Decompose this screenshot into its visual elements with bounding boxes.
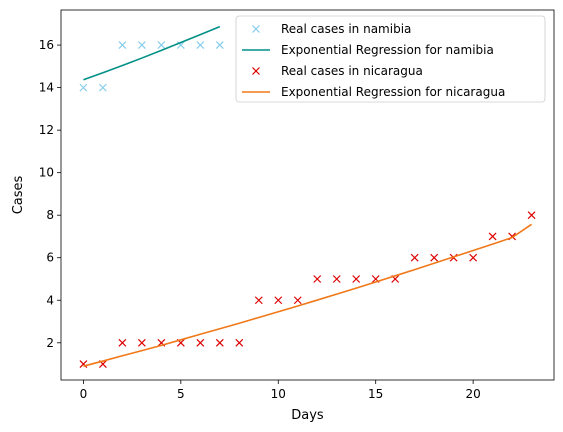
x-tick-label-1: 5 <box>177 387 185 401</box>
y-tick-label-0: 2 <box>46 336 54 350</box>
series-0-point-6-stroke-b <box>196 41 205 50</box>
series-2-point-3-stroke-b <box>137 338 146 347</box>
series-0-point-4-stroke-b <box>157 41 166 50</box>
y-tick-label-6: 14 <box>39 81 54 95</box>
series-2-point-20 <box>469 253 478 262</box>
legend-label-3: Exponential Regression for nicaragua <box>281 85 505 99</box>
series-3-line <box>83 223 533 367</box>
legend-swatch-2 <box>252 67 260 75</box>
chart-axes: 0 5 10 15 20 2 4 6 8 10 12 14 16 <box>39 38 481 401</box>
legend-swatch-2-stroke-b <box>252 67 260 75</box>
legend-box <box>235 15 546 103</box>
series-2-point-17 <box>410 253 419 262</box>
y-tick-label-3: 8 <box>46 208 54 222</box>
x-tick-label-4: 20 <box>465 387 480 401</box>
y-tick-label-4: 10 <box>39 166 54 180</box>
series-2-point-12-stroke-b <box>313 275 322 283</box>
series-2-point-21 <box>488 232 497 241</box>
series-2-point-20-stroke-b <box>469 253 478 262</box>
series-2-point-23-stroke-b <box>527 211 536 220</box>
series-2-point-8-stroke-b <box>235 338 244 347</box>
y-tick-label-7: 16 <box>39 38 54 52</box>
series-0-point-6 <box>196 41 205 50</box>
series-2-point-3 <box>137 338 146 347</box>
series-2-point-7-stroke-b <box>215 338 224 347</box>
series-0-point-5-stroke-b <box>176 41 185 50</box>
series-0-point-1-stroke-b <box>98 83 107 92</box>
legend-swatch-0-stroke-b <box>252 25 260 33</box>
legend: Real cases in namibia Exponential Regress… <box>235 15 546 103</box>
series-0-point-7 <box>215 41 224 50</box>
series-2-point-2-stroke-b <box>118 338 127 347</box>
series-1-line <box>83 25 221 81</box>
series-2-point-12 <box>313 275 322 283</box>
series-2-point-10 <box>274 296 283 305</box>
series-2-point-0-stroke-b <box>79 360 88 368</box>
series-0-point-0 <box>79 83 88 92</box>
series-0-point-3-stroke-b <box>137 41 146 50</box>
series-0-point-0-stroke-b <box>79 83 88 92</box>
y-axis-label: Cases <box>11 175 26 214</box>
chart-marks <box>79 25 536 368</box>
plot-frame <box>60 9 555 381</box>
series-2-point-21-stroke-b <box>488 232 497 241</box>
series-0-point-2 <box>118 41 127 50</box>
series-0-point-1 <box>98 83 107 92</box>
y-tick-label-1: 4 <box>46 293 54 307</box>
series-2-point-6 <box>196 338 205 347</box>
series-2-point-14-stroke-b <box>352 275 361 283</box>
series-2-point-13 <box>332 275 341 283</box>
series-2-point-8 <box>235 338 244 347</box>
series-2-point-18 <box>430 253 439 262</box>
x-tick-label-0: 0 <box>80 387 88 401</box>
series-2-point-23 <box>527 211 536 220</box>
series-2-point-14 <box>352 275 361 283</box>
series-2-point-18-stroke-b <box>430 253 439 262</box>
series-2-point-13-stroke-b <box>332 275 341 283</box>
series-2-point-9-stroke-b <box>254 296 263 305</box>
legend-label-0: Real cases in namibia <box>281 22 411 36</box>
x-tick-label-2: 10 <box>271 387 286 401</box>
series-0-point-4 <box>157 41 166 50</box>
legend-label-1: Exponential Regression for namibia <box>281 43 494 57</box>
series-2-point-11 <box>293 296 302 305</box>
y-tick-label-5: 12 <box>39 123 54 137</box>
y-tick-label-2: 6 <box>46 251 54 265</box>
series-2-point-15-stroke-b <box>371 275 380 283</box>
series-2-point-17-stroke-b <box>410 253 419 262</box>
x-tick-label-3: 15 <box>368 387 383 401</box>
series-2-point-10-stroke-b <box>274 296 283 305</box>
series-2-point-16-stroke-b <box>391 275 400 283</box>
legend-swatch-0 <box>252 25 260 33</box>
series-2-point-2 <box>118 338 127 347</box>
series-2-point-4-stroke-b <box>157 338 166 347</box>
series-2-point-1-stroke-b <box>98 360 107 368</box>
series-2-point-5-stroke-b <box>176 338 185 347</box>
series-0-point-3 <box>137 41 146 50</box>
series-0-point-7-stroke-b <box>215 41 224 50</box>
x-axis-label: Days <box>291 408 324 423</box>
legend-label-2: Real cases in nicaragua <box>281 64 423 78</box>
series-0-point-2-stroke-b <box>118 41 127 50</box>
series-2-point-9 <box>254 296 263 305</box>
series-2-point-11-stroke-b <box>293 296 302 305</box>
series-2-point-6-stroke-b <box>196 338 205 347</box>
series-2-point-7 <box>215 338 224 347</box>
